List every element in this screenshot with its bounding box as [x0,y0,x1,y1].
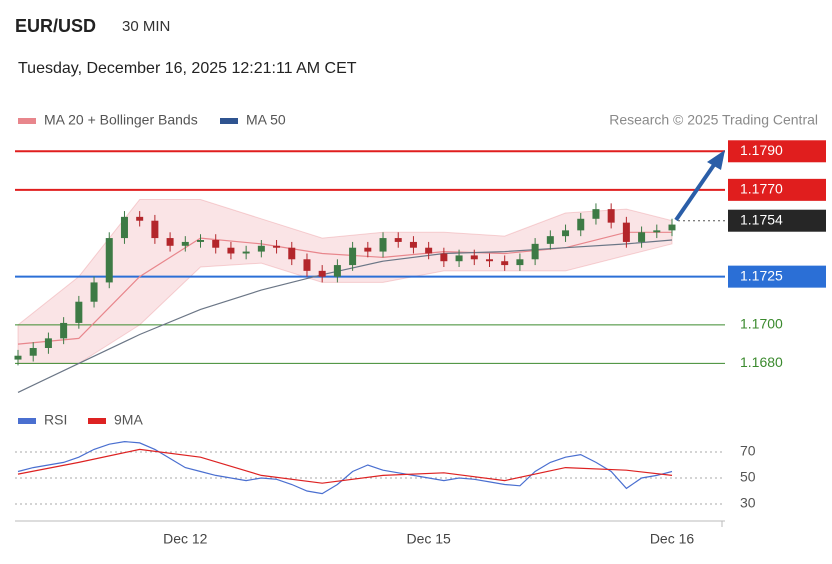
legend-label: MA 20 + Bollinger Bands [44,112,198,128]
level-label: 1.1700 [740,316,783,332]
series-line [17,440,673,495]
candle-body [75,301,83,323]
candle-body [44,338,52,348]
candle-body [120,216,128,239]
candle-body [470,255,478,260]
candle-body [562,230,570,237]
level-label: 1.1790 [740,142,783,158]
level-label: 1.1770 [740,181,783,197]
candle-body [379,238,387,252]
candle-body [394,238,402,242]
candle-body [592,209,600,219]
candle-body [607,209,615,223]
candle-body [166,238,174,246]
candle-body [14,355,22,360]
legend-swatch [88,418,106,424]
level-label: 1.1680 [740,354,783,370]
candle-body [364,247,372,252]
candle-body [181,241,189,246]
candle-body [303,259,311,271]
arrow-head [707,150,725,170]
candle-body [333,265,341,277]
projection-arrow [674,150,725,222]
candle-body [638,232,646,242]
legend-label: RSI [44,412,67,428]
symbol: EUR/USD [15,16,96,36]
candle-body [622,222,630,242]
level-label: 1.1725 [740,267,783,283]
candle-body [516,259,524,266]
y-tick-label: 50 [740,469,756,485]
legend-label: MA 50 [246,112,286,128]
candle-body [440,253,448,262]
y-tick-label: 70 [740,443,756,459]
datetime: Tuesday, December 16, 2025 12:21:11 AM C… [18,60,357,77]
candle-body [257,245,265,252]
y-tick-label: 30 [740,495,756,511]
candle-body [288,247,296,260]
legend-swatch [18,418,36,424]
arrow-shaft [674,160,718,222]
level-badge [728,140,826,163]
candle-body [29,348,37,356]
candle-body [485,259,493,262]
level-badge [728,178,826,201]
plot-area: Dec 12 Dec 15 Dec 16 1.1790 1.1770 1.1754 1.17… [14,140,826,547]
candle-body [577,218,585,231]
candle-body [349,247,357,266]
x-tick-label: Dec 16 [650,531,695,547]
x-tick-label: Dec 12 [163,531,208,547]
candle-body [409,241,417,248]
credit: Research © 2025 Trading Central [609,112,818,128]
candle-body [501,261,509,266]
legend-label: 9MA [114,412,143,428]
candle-body [546,236,554,244]
candle-body [531,243,539,260]
level-badge [728,209,826,232]
bollinger-band [17,199,673,364]
legend-swatch [220,118,238,124]
candle-body [212,240,220,248]
legend-swatch [18,118,36,124]
candle-body [151,220,159,239]
candle-body [242,251,250,254]
candle-body [136,216,144,221]
interval: 30 MIN [122,18,170,35]
candle-body [60,322,68,339]
candle-body [318,270,326,277]
candle-body [425,247,433,254]
x-tick-label: Dec 15 [406,531,451,547]
candle-body [668,224,676,231]
level-label: 1.1754 [740,211,783,227]
candle-body [90,282,98,302]
candle-body [105,238,113,283]
level-badge [728,265,826,288]
candle-body [653,230,661,233]
candle-body [273,245,281,248]
series-line [17,448,673,484]
candle-body [227,247,235,254]
candle-body [197,240,205,242]
candle-body [455,255,463,262]
